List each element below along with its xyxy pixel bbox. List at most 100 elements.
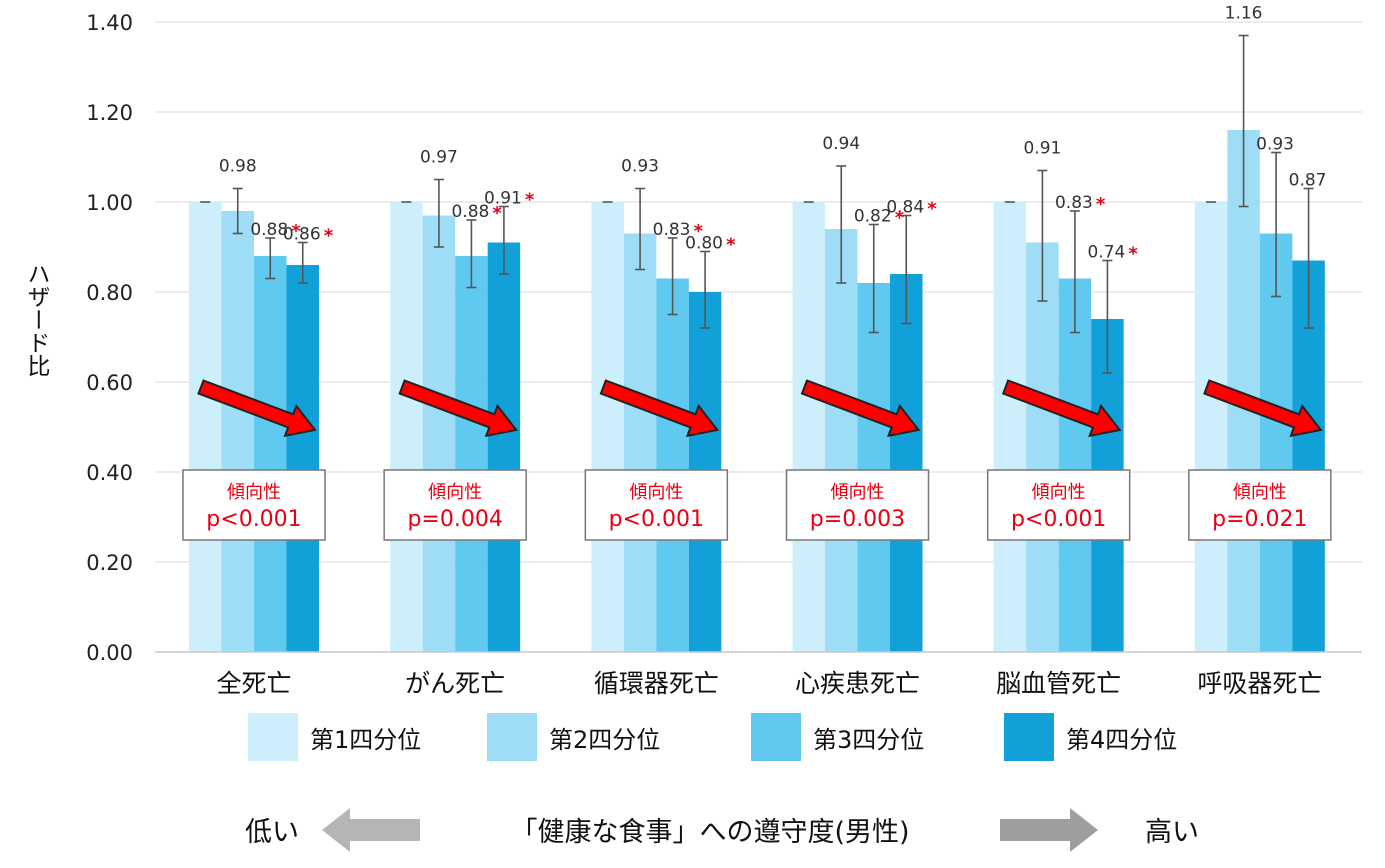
bar bbox=[825, 229, 858, 652]
footer-low-label: 低い bbox=[245, 817, 299, 848]
value-label: 0.84 bbox=[886, 198, 924, 218]
legend-swatch bbox=[1004, 713, 1054, 761]
trend-arrow-icon bbox=[398, 379, 518, 438]
category-label: がん死亡 bbox=[405, 669, 505, 698]
trend-arrows bbox=[197, 379, 1323, 438]
trend-arrow-icon bbox=[1203, 379, 1323, 438]
bar bbox=[221, 211, 254, 652]
significance-star: * bbox=[694, 221, 704, 242]
category-label: 脳血管死亡 bbox=[996, 669, 1121, 698]
trend-boxes: 傾向性 p<0.001 傾向性 p=0.004 傾向性 p<0.001 傾向性 p=0.003… bbox=[182, 469, 1332, 541]
footer: 低い 「健康な食事」への遵守度(男性) 高い bbox=[245, 808, 1199, 852]
significance-star: * bbox=[525, 190, 535, 211]
y-tick-label: 1.00 bbox=[86, 191, 133, 215]
category-label: 呼吸器死亡 bbox=[1197, 669, 1322, 698]
value-label: 0.83 bbox=[1055, 193, 1093, 213]
trend-arrow-icon bbox=[599, 379, 720, 438]
y-tick-label: 0.40 bbox=[86, 461, 133, 485]
value-label: 0.88 bbox=[250, 220, 288, 240]
significance-star: * bbox=[895, 208, 905, 229]
value-label: 0.88 bbox=[451, 202, 489, 222]
legend-label: 第3四分位 bbox=[813, 726, 924, 754]
trend-box bbox=[182, 469, 326, 541]
bar bbox=[390, 202, 423, 652]
significance-star: * bbox=[927, 199, 937, 220]
category-label: 循環器死亡 bbox=[594, 669, 719, 698]
significance-star: * bbox=[492, 203, 502, 224]
category-labels: 全死亡 がん死亡 循環器死亡 心疾患死亡 脳血管死亡 呼吸器死亡 bbox=[216, 669, 1322, 698]
bar bbox=[591, 202, 624, 652]
trend-title: 傾向性 bbox=[428, 482, 482, 503]
trend-title: 傾向性 bbox=[227, 482, 281, 503]
legend-label: 第4四分位 bbox=[1066, 726, 1177, 754]
value-labels: 0.980.88 *0.86 *0.970.88 *0.91 *0.930.83 *0.8… bbox=[219, 4, 1327, 265]
bar bbox=[656, 278, 689, 652]
grid-lines bbox=[155, 21, 1362, 563]
bar bbox=[487, 242, 521, 652]
value-label: 1.16 bbox=[1225, 4, 1263, 24]
right-arrow-icon bbox=[1000, 808, 1098, 852]
significance-star: * bbox=[324, 226, 334, 247]
footer-center-label: 「健康な食事」への遵守度(男性) bbox=[510, 817, 909, 848]
value-label: 0.94 bbox=[822, 134, 860, 154]
footer-high-label: 高い bbox=[1145, 817, 1199, 848]
value-label: 0.91 bbox=[1023, 139, 1061, 159]
y-tick-label: 0.00 bbox=[86, 641, 133, 665]
trend-arrow-icon bbox=[197, 379, 317, 438]
bar bbox=[455, 256, 488, 652]
value-label: 0.91 bbox=[484, 189, 522, 209]
y-tick-label: 1.20 bbox=[86, 101, 133, 125]
bar bbox=[1194, 202, 1228, 652]
y-axis-ticks: 0.00 0.20 0.40 0.60 0.80 1.00 1.20 1.40 bbox=[86, 11, 133, 665]
value-label: 0.93 bbox=[621, 157, 659, 177]
significance-star: * bbox=[726, 235, 736, 256]
y-tick-label: 0.80 bbox=[86, 281, 133, 305]
significance-star: * bbox=[291, 221, 301, 242]
value-label: 0.98 bbox=[219, 157, 257, 177]
value-label: 0.87 bbox=[1289, 171, 1327, 191]
bar bbox=[1026, 242, 1059, 652]
value-label: 0.86 bbox=[283, 225, 321, 245]
trend-box bbox=[1188, 469, 1332, 541]
bars bbox=[189, 130, 1325, 652]
legend-swatch bbox=[248, 713, 298, 761]
trend-p-value: p=0.003 bbox=[810, 507, 905, 532]
bar bbox=[792, 202, 825, 652]
trend-title: 傾向性 bbox=[1233, 482, 1287, 503]
trend-box bbox=[383, 469, 527, 541]
y-axis-label: ハザード比 bbox=[23, 262, 50, 377]
bar bbox=[286, 265, 319, 652]
trend-title: 傾向性 bbox=[629, 482, 683, 503]
legend: 第1四分位 第2四分位 第3四分位 第4四分位 bbox=[248, 713, 1177, 761]
legend-label: 第1四分位 bbox=[310, 726, 421, 754]
trend-p-value: p<0.001 bbox=[1011, 507, 1106, 532]
category-label: 全死亡 bbox=[216, 669, 291, 698]
legend-swatch bbox=[751, 713, 801, 761]
value-label: 0.93 bbox=[1256, 135, 1294, 155]
y-tick-label: 0.60 bbox=[86, 371, 133, 395]
category-label: 心疾患死亡 bbox=[795, 669, 920, 698]
legend-swatch bbox=[487, 713, 537, 761]
trend-box bbox=[986, 469, 1131, 541]
trend-p-value: p=0.021 bbox=[1212, 507, 1307, 532]
trend-box bbox=[785, 469, 930, 541]
trend-title: 傾向性 bbox=[1032, 482, 1086, 503]
trend-arrow-icon bbox=[800, 379, 921, 438]
bar bbox=[890, 274, 923, 652]
value-label: 0.83 bbox=[653, 220, 691, 240]
trend-p-value: p<0.001 bbox=[206, 507, 301, 532]
trend-p-value: p<0.001 bbox=[609, 507, 704, 532]
left-arrow-icon bbox=[322, 808, 420, 852]
trend-arrow-icon bbox=[1001, 379, 1122, 438]
error-bars bbox=[200, 34, 1314, 374]
significance-star: * bbox=[1128, 244, 1138, 265]
trend-p-value: p=0.004 bbox=[407, 507, 502, 532]
bar bbox=[254, 256, 287, 652]
y-tick-label: 1.40 bbox=[86, 11, 133, 35]
y-tick-label: 0.20 bbox=[86, 551, 133, 575]
bar bbox=[993, 202, 1027, 652]
trend-box bbox=[584, 469, 729, 541]
value-label: 0.97 bbox=[420, 148, 458, 168]
bar bbox=[857, 283, 890, 652]
